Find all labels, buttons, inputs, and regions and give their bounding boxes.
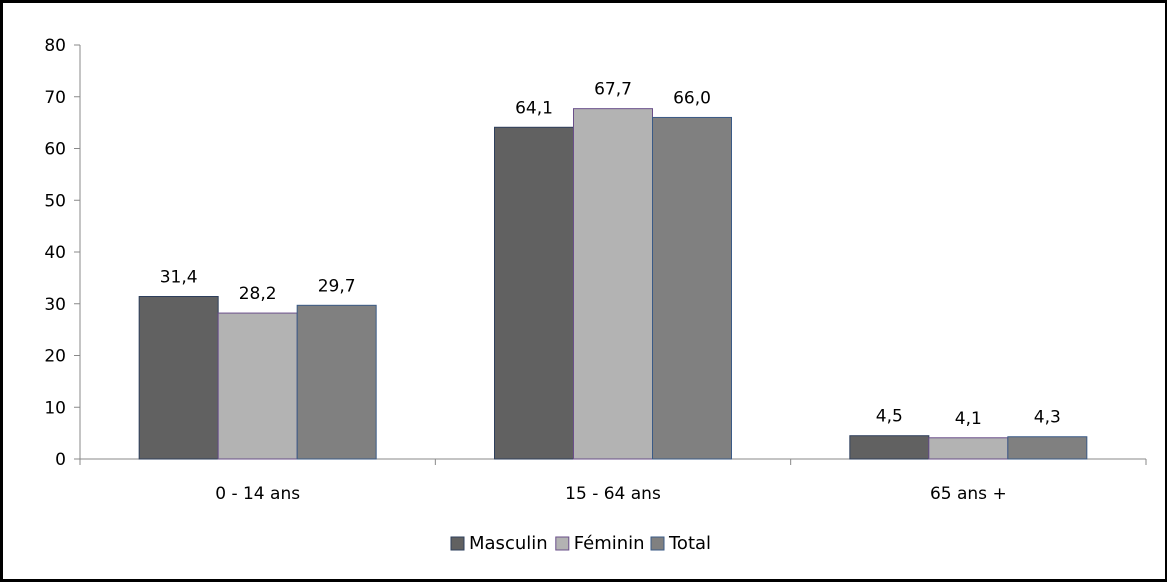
bar-masculin-2 — [494, 126, 574, 460]
bars — [138, 108, 1088, 460]
x-category-label: 0 - 14 ans — [215, 484, 300, 504]
bar-total-3 — [1007, 436, 1088, 460]
legend-label: Total — [668, 533, 711, 554]
legend-label: Féminin — [574, 533, 645, 554]
y-tick-label: 0 — [55, 450, 66, 470]
legend-swatch — [650, 536, 665, 551]
data-label: 4,5 — [876, 407, 903, 427]
bar-feminin-2 — [573, 108, 653, 460]
x-category-label: 15 - 64 ans — [565, 484, 661, 504]
bar-total-1 — [296, 304, 377, 460]
data-label: 31,4 — [160, 268, 198, 288]
y-axis: 0 10 20 30 40 50 60 70 80 — [44, 36, 81, 470]
data-label: 4,3 — [1034, 408, 1061, 428]
data-labels: 31,4 28,2 29,7 64,1 67,7 66,0 4,5 4,1 4,3 — [160, 80, 1061, 429]
y-tick-label: 10 — [44, 398, 66, 418]
y-tick-label: 50 — [44, 191, 66, 211]
bar-feminin-1 — [217, 312, 298, 460]
data-label: 29,7 — [318, 276, 356, 296]
bar-total-2 — [652, 116, 732, 460]
legend-label: Masculin — [469, 533, 548, 554]
y-tick-label: 30 — [44, 295, 66, 315]
data-label: 67,7 — [594, 80, 632, 100]
y-tick-label: 40 — [44, 243, 66, 263]
data-label: 66,0 — [673, 88, 711, 108]
y-tick-label: 20 — [44, 347, 66, 367]
legend-swatch — [555, 536, 570, 551]
data-label: 64,1 — [515, 98, 553, 118]
y-tick-label: 60 — [44, 140, 66, 160]
data-label: 4,1 — [955, 409, 982, 429]
y-tick-label: 70 — [44, 88, 66, 108]
data-label: 28,2 — [239, 284, 277, 304]
bar-masculin-3 — [849, 435, 930, 460]
bar-masculin-1 — [138, 296, 219, 460]
bar-feminin-3 — [928, 437, 1009, 460]
bar-chart: 0 10 20 30 40 50 60 70 80 0 - 14 ans 15 - 64 ans 6… — [44, 36, 1147, 554]
legend-swatch — [450, 536, 465, 551]
y-tick-label: 80 — [44, 36, 66, 56]
legend: Masculin Féminin Total — [450, 533, 711, 554]
x-category-label: 65 ans + — [930, 484, 1007, 504]
x-axis: 0 - 14 ans 15 - 64 ans 65 ans + — [79, 458, 1147, 504]
